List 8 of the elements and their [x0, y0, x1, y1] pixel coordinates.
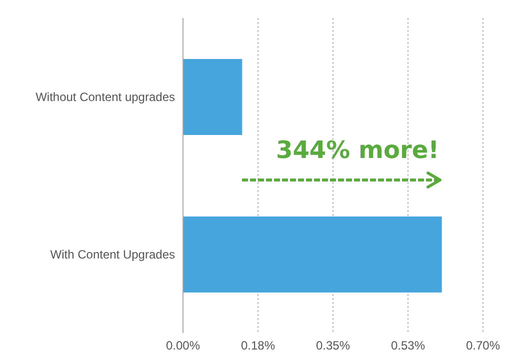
x-tick-label: 0.35%	[316, 338, 350, 353]
x-tick-label: 0.70%	[466, 338, 500, 353]
x-tick-label: 0.18%	[240, 338, 276, 353]
y-tick-label: Without Content upgrades	[36, 90, 175, 104]
x-tick-label: 0.00%	[166, 338, 200, 353]
x-tick-label: 0.53%	[390, 338, 426, 353]
annotation: 344% more!	[276, 136, 440, 164]
y-tick-label: With Content Upgrades	[50, 248, 175, 262]
